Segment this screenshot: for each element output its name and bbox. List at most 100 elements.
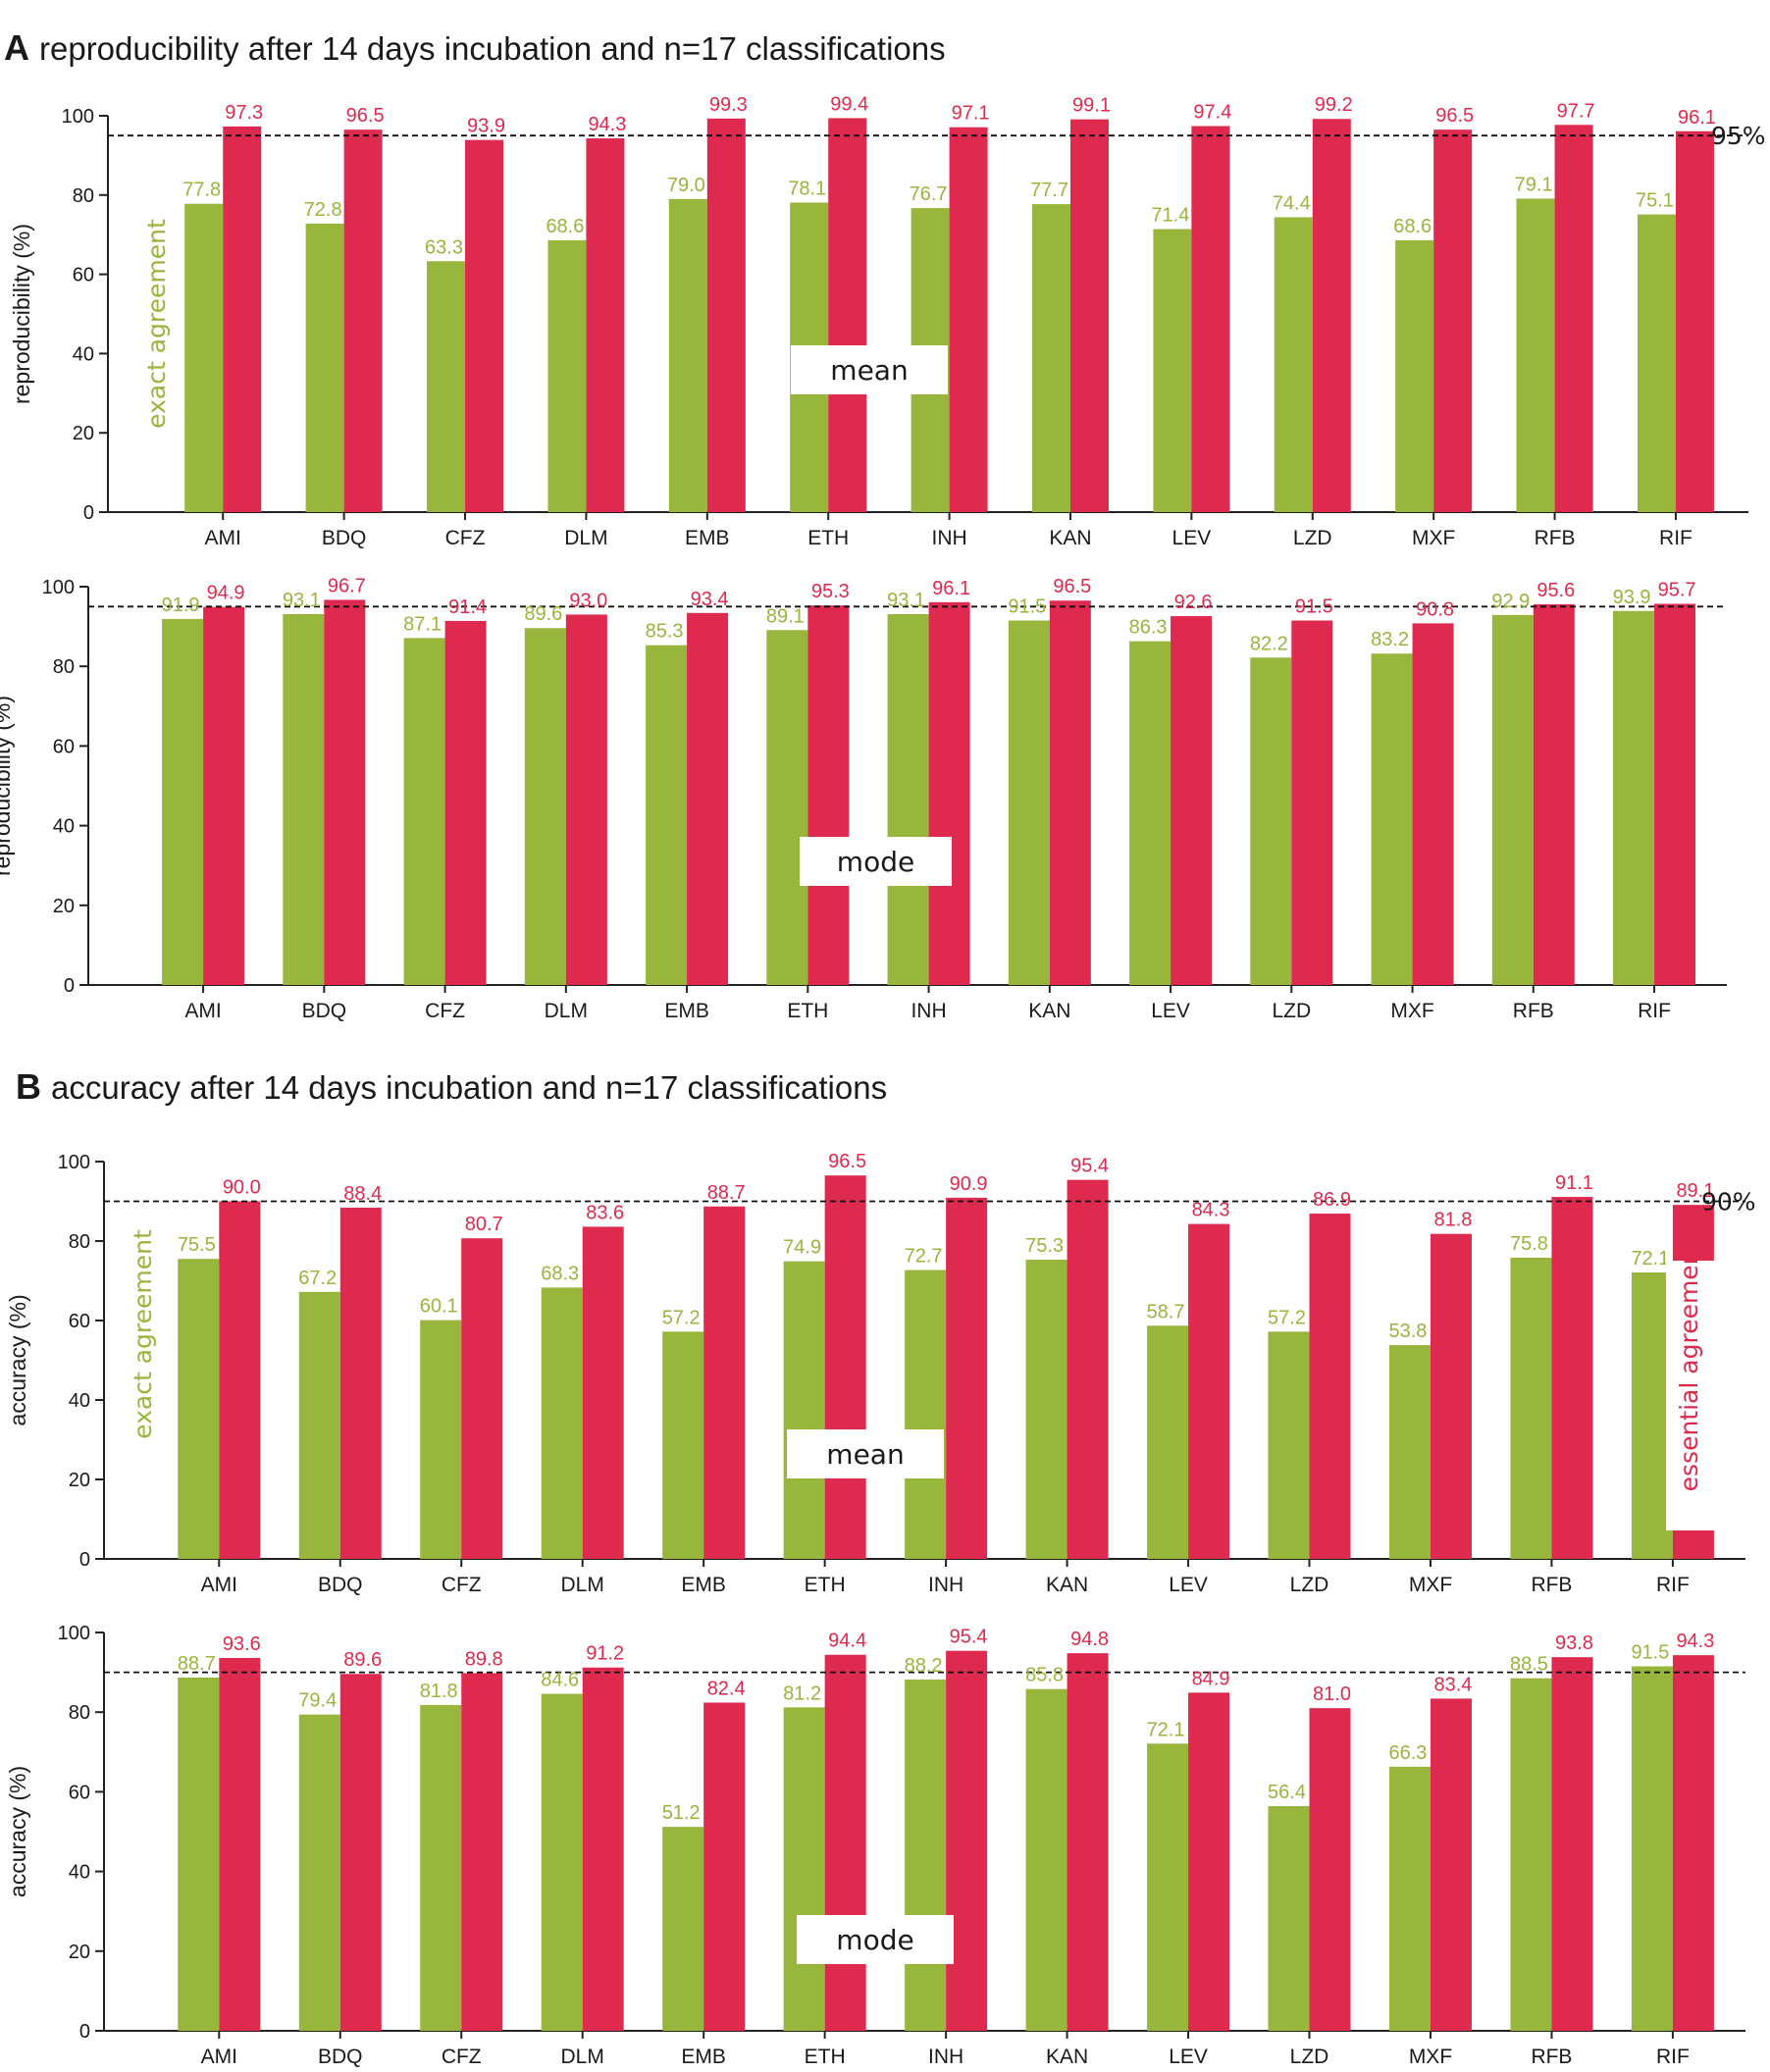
panel3-bar-essential-rfb	[1551, 1197, 1593, 1559]
panel2-label-exact: 91.5	[1008, 596, 1046, 618]
panel2-bar-essential-rif	[1654, 603, 1696, 985]
panel1-x-tick-label: MXF	[1412, 527, 1455, 549]
panel2-bar-exact-lev	[1129, 641, 1171, 985]
panel1-bar-exact-emb	[668, 198, 707, 512]
panel2-x-tick-label: KAN	[1028, 1000, 1070, 1022]
panel2-label-essential: 93.4	[691, 589, 729, 610]
panel2-label-exact: 93.9	[1613, 587, 1651, 608]
panel1-label-exact: 77.8	[182, 180, 221, 201]
panel2-label-exact: 89.6	[524, 603, 562, 625]
panel2-bar-essential-lzd	[1291, 620, 1333, 985]
panel2-label-essential: 95.3	[811, 581, 850, 602]
panel4-x-tick-label: LZD	[1290, 2046, 1329, 2068]
panel4-x-tick-label: RIF	[1656, 2046, 1690, 2068]
panel1-bar-exact-lev	[1153, 229, 1192, 512]
panel1-bar-exact-bdq	[305, 223, 344, 512]
panel4-label-exact: 91.5	[1631, 1642, 1669, 1664]
panel3-bar-essential-emb	[703, 1206, 746, 1559]
panel4-x-tick-label: MXF	[1409, 2046, 1452, 2068]
panel2-bar-essential-mxf	[1412, 623, 1454, 985]
panel3-label-essential: 86.9	[1313, 1189, 1351, 1211]
panel3-bar-exact-eth	[783, 1261, 825, 1559]
panel1-bar-essential-cfz	[465, 139, 504, 513]
panel3-label-essential: 88.7	[707, 1182, 746, 1204]
panel3-bar-exact-inh	[905, 1269, 947, 1559]
panel4-y-tick-label: 100	[58, 1623, 90, 1644]
panel4-bar-exact-inh	[905, 1679, 947, 2031]
panel3-label-exact: 57.2	[1268, 1307, 1306, 1328]
panel2-label-exact: 89.1	[766, 605, 805, 627]
panel1-x-tick-label: EMB	[685, 527, 730, 549]
panel3-x-tick-label: RFB	[1531, 1574, 1572, 1596]
panel1-x-tick-label: LZD	[1293, 527, 1332, 549]
panel4-y-tick-label: 80	[69, 1702, 90, 1724]
panel4-label-essential: 89.6	[343, 1649, 382, 1671]
panel2-label-essential: 96.7	[328, 575, 366, 596]
panel3-x-tick-label: DLM	[561, 1574, 604, 1596]
panel2-label-exact: 82.2	[1250, 633, 1288, 654]
panel1-x-tick-label: KAN	[1049, 527, 1091, 549]
panel2-bar-exact-inh	[887, 614, 929, 985]
panel4-label-essential: 91.2	[586, 1643, 624, 1665]
panel4-x-tick-label: EMB	[681, 2046, 726, 2068]
panel4-label-exact: 66.3	[1389, 1742, 1428, 1764]
panel1-bar-exact-dlm	[547, 239, 587, 512]
panel1-y-tick-label: 40	[73, 343, 94, 365]
panel3-label-exact: 75.5	[178, 1234, 216, 1256]
panel1-label-exact: 79.1	[1515, 174, 1553, 195]
panel2-bar-exact-eth	[766, 630, 808, 985]
panel2-inset-box	[800, 837, 952, 886]
panel1-label-exact: 74.4	[1273, 192, 1311, 214]
panel2-x-tick-label: DLM	[545, 1000, 588, 1022]
panel1-bar-essential-lzd	[1312, 119, 1351, 513]
panel2-label-exact: 85.3	[646, 621, 684, 643]
panel2-label-essential: 91.5	[1295, 596, 1333, 618]
panel1-bar-essential-bdq	[343, 130, 383, 512]
panel1-bar-essential-eth	[828, 118, 867, 512]
panel2-y-tick-label: 20	[53, 896, 75, 917]
panel2-label-essential: 92.6	[1174, 592, 1213, 613]
panel1-label-exact: 63.3	[425, 236, 463, 258]
panel2-label-exact: 87.1	[403, 613, 442, 635]
panel2-label-essential: 94.9	[207, 583, 245, 604]
panel1-bar-essential-kan	[1069, 119, 1109, 513]
panel4-label-exact: 84.6	[541, 1670, 579, 1691]
panel1-side-label-exact: exact agreement	[142, 219, 171, 429]
panel4-bar-essential-lzd	[1309, 1708, 1351, 2031]
panel1-side-label-essential: essential agreement	[1682, 192, 1710, 444]
panel4-y-tick-label: 40	[69, 1862, 90, 1884]
panel3-bar-essential-mxf	[1430, 1233, 1472, 1559]
panel4-bar-essential-mxf	[1430, 1698, 1472, 2031]
panel1-label-essential: 96.1	[1678, 107, 1716, 129]
panel4-label-essential: 93.8	[1555, 1632, 1593, 1654]
panel4-label-exact: 72.1	[1147, 1719, 1185, 1740]
panel3-bar-exact-dlm	[541, 1287, 583, 1559]
panel1-label-exact: 76.7	[910, 183, 948, 205]
panel1-label-essential: 99.3	[709, 94, 748, 116]
panel3-bar-essential-ami	[219, 1201, 261, 1559]
panel3-x-tick-label: KAN	[1046, 1574, 1088, 1596]
panel3-y-tick-label: 60	[69, 1311, 90, 1332]
panel2-bar-exact-kan	[1008, 620, 1050, 985]
panel1-x-tick-label: AMI	[205, 527, 241, 549]
panel1-bar-essential-lev	[1191, 126, 1230, 512]
panel1-x-tick-label: RIF	[1659, 527, 1692, 549]
panel2-bar-essential-rfb	[1533, 603, 1575, 985]
panel2-bar-exact-cfz	[403, 638, 445, 985]
panel4-x-tick-label: AMI	[201, 2046, 237, 2068]
panel4-bar-exact-lev	[1147, 1743, 1189, 2031]
panel2-x-tick-label: EMB	[664, 1000, 709, 1022]
panel1-label-exact: 72.8	[304, 199, 342, 221]
panel2-y-tick-label: 40	[53, 816, 75, 838]
panel2-x-tick-label: LZD	[1272, 1000, 1311, 1022]
panel1-inset-label: mean	[830, 354, 908, 387]
panel3-x-tick-label: CFZ	[442, 1574, 482, 1596]
panel3-bar-exact-kan	[1025, 1260, 1067, 1559]
panel1-bar-essential-inh	[949, 127, 988, 512]
panel2-y-tick-label: 0	[64, 975, 75, 997]
panel3-side-label-exact: exact agreement	[129, 1229, 157, 1439]
panel4-bar-exact-rif	[1631, 1666, 1673, 2031]
panel2-label-exact: 91.9	[162, 595, 200, 616]
panel4-y-tick-label: 60	[69, 1782, 90, 1803]
